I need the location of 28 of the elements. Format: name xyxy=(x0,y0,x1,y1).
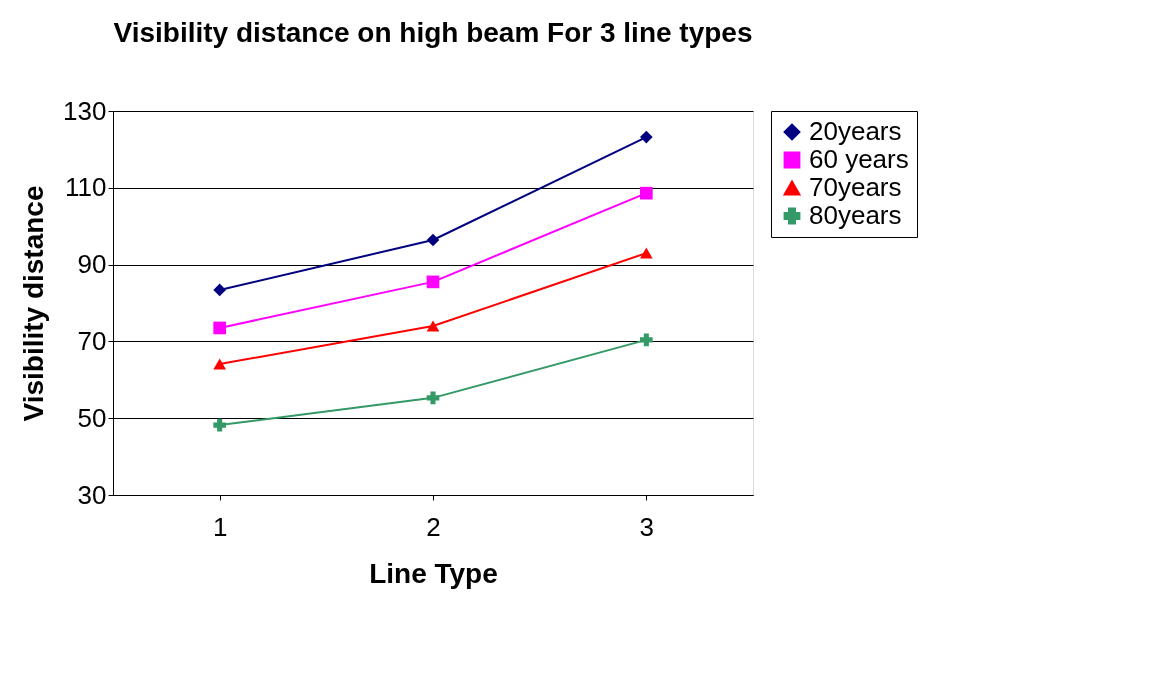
chart-title: Visibility distance on high beam For 3 line types xyxy=(113,17,753,48)
point xyxy=(426,391,440,405)
y-tick-label: 50 xyxy=(77,402,107,433)
point xyxy=(213,283,226,297)
y-tick-label: 130 xyxy=(63,95,107,126)
y-axis-title: Visibility distance xyxy=(18,185,50,422)
y-tick-label: 110 xyxy=(65,172,107,203)
point xyxy=(640,333,653,347)
legend-label: 80years xyxy=(809,200,902,230)
x-tick-label: 1 xyxy=(212,511,228,542)
legend-label: 60 years xyxy=(809,144,909,174)
point xyxy=(426,320,440,332)
point xyxy=(640,130,653,144)
y-tick-label: 70 xyxy=(77,325,107,356)
x-tick-label: 3 xyxy=(639,511,655,542)
point xyxy=(213,321,226,335)
point xyxy=(426,275,440,289)
point xyxy=(640,247,653,259)
legend-label: 20years xyxy=(809,116,902,146)
legend-label: 70years xyxy=(809,172,902,202)
point xyxy=(640,186,653,200)
x-tick-label: 2 xyxy=(426,511,441,542)
point xyxy=(213,358,226,370)
point xyxy=(213,418,226,432)
x-axis-title: Line Type xyxy=(369,557,498,589)
point xyxy=(426,233,440,247)
y-tick-label: 90 xyxy=(77,249,107,280)
y-tick-label: 30 xyxy=(77,479,107,510)
